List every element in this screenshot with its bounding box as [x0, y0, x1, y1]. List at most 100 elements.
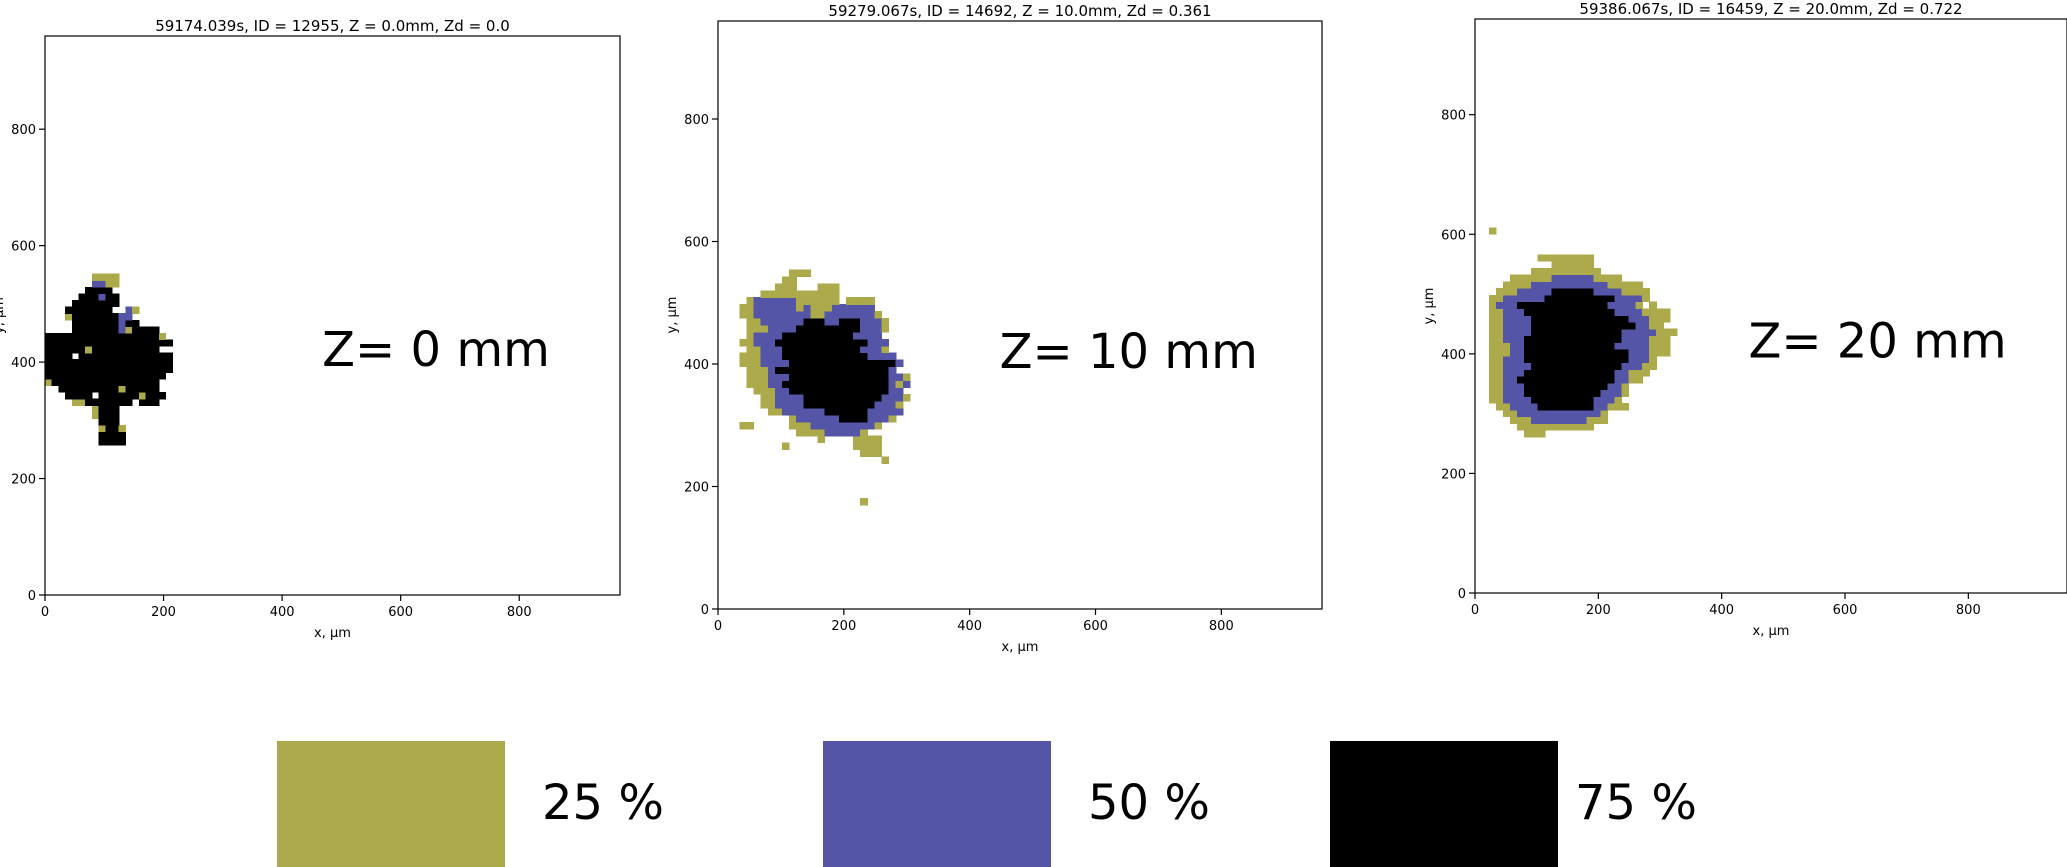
heatmap-cell: [1635, 294, 1643, 303]
heatmap-cell: [774, 407, 783, 416]
heatmap-cell: [105, 385, 113, 393]
heatmap-cell: [1530, 396, 1539, 404]
heatmap-cell: [1642, 328, 1650, 337]
heatmap-cell: [789, 318, 797, 326]
heatmap-cell: [78, 365, 86, 373]
heatmap-cell: [1593, 301, 1602, 309]
heatmap-cell: [105, 313, 113, 321]
heatmap-cell: [867, 338, 876, 347]
heatmap-cell: [739, 352, 748, 361]
y-axis-label: y, µm: [665, 297, 680, 334]
heatmap-cell: [774, 380, 783, 388]
heatmap-cell: [1523, 369, 1532, 377]
heatmap-cell: [824, 290, 833, 298]
heatmap-cell: [98, 398, 106, 406]
heatmap-cell: [1635, 281, 1643, 289]
heatmap-cell: [1572, 301, 1581, 309]
heatmap-cell: [831, 407, 840, 416]
heatmap-cell: [874, 442, 883, 451]
heatmap-cell: [1488, 382, 1497, 391]
heatmap-cell: [824, 421, 833, 430]
heatmap-cell: [1565, 308, 1574, 316]
heatmap-cell: [1635, 328, 1643, 337]
heatmap-cell: [118, 326, 126, 334]
legend-label-50: 50 %: [1088, 775, 1210, 831]
heatmap-cell: [746, 373, 755, 381]
heatmap-cell: [789, 387, 797, 395]
heatmap-cell: [1495, 335, 1504, 343]
y-tick-label: 200: [11, 473, 36, 488]
heatmap-cell: [1544, 389, 1553, 397]
heatmap-cell: [867, 297, 876, 305]
heatmap-cell: [1516, 321, 1525, 330]
heatmap-cell: [1607, 281, 1615, 289]
heatmap-cell: [1509, 348, 1518, 357]
heatmap-cell: [111, 385, 120, 393]
heatmap-cell: [1642, 321, 1650, 330]
heatmap-cell: [1530, 348, 1539, 357]
heatmap-cell: [767, 366, 776, 374]
heatmap-cell: [105, 431, 113, 439]
heatmap-cell: [1635, 342, 1643, 350]
heatmap-cell: [1509, 335, 1518, 343]
heatmap-cell: [1572, 254, 1581, 262]
heatmap-cell: [803, 421, 812, 430]
chart-title: 59174.039s, ID = 12955, Z = 0.0mm, Zd = …: [155, 17, 510, 35]
y-axis-label: y, µm: [0, 297, 7, 334]
heatmap-cell: [111, 378, 120, 387]
heatmap-cell: [803, 394, 812, 402]
heatmap-cell: [132, 332, 140, 341]
heatmap-cell: [1607, 355, 1615, 364]
heatmap-cell: [1523, 382, 1532, 391]
heatmap-cell: [1523, 348, 1532, 357]
heatmap-cell: [152, 352, 160, 360]
heatmap-cell: [810, 387, 819, 395]
heatmap-cell: [1530, 274, 1539, 282]
heatmap-cell: [51, 359, 59, 367]
heatmap-cell: [888, 373, 897, 381]
heatmap-cell: [152, 365, 160, 373]
heatmap-cell: [817, 283, 826, 291]
heatmap-cell: [817, 331, 826, 340]
y-tick-label: 0: [28, 589, 36, 604]
heatmap-cell: [845, 297, 854, 305]
heatmap-cell: [1537, 288, 1546, 296]
heatmap-cell: [1572, 294, 1581, 303]
heatmap-cell: [1544, 355, 1553, 364]
heatmap-cell: [831, 414, 840, 423]
heatmap-cell: [781, 352, 790, 361]
heatmap-cell: [1495, 301, 1504, 309]
heatmap-cell: [789, 401, 797, 409]
heatmap-cell: [1565, 348, 1574, 357]
heatmap-cell: [810, 421, 819, 430]
heatmap-cell: [1649, 362, 1657, 370]
heatmap-cell: [853, 428, 861, 437]
heatmap-cell: [796, 290, 804, 298]
heatmap-cell: [867, 414, 876, 423]
heatmap-cell: [881, 366, 890, 374]
heatmap-cell: [781, 276, 790, 284]
heatmap-cell: [78, 398, 86, 406]
heatmap-cell: [1572, 281, 1581, 289]
heatmap-cell: [1523, 396, 1532, 404]
heatmap-cell: [853, 387, 861, 395]
heatmap-cell: [91, 411, 100, 420]
heatmap-cell: [78, 332, 86, 341]
heatmap-cell: [1523, 294, 1532, 303]
heatmap-cell: [1488, 294, 1497, 303]
heatmap-cell: [838, 352, 847, 361]
heatmap-cell: [831, 297, 840, 305]
heatmap-cell: [774, 311, 783, 319]
heatmap-cell: [1593, 382, 1602, 391]
heatmap-cell: [1565, 274, 1574, 282]
heatmap-cell: [1544, 294, 1553, 303]
heatmap-cell: [1537, 375, 1546, 384]
heatmap-cell: [1551, 294, 1560, 303]
heatmap-cell: [860, 324, 868, 333]
heatmap-cell: [158, 359, 167, 367]
heatmap-cell: [1600, 294, 1608, 303]
heatmap-cell: [796, 421, 804, 430]
heatmap-cell: [1530, 369, 1539, 377]
chart-title: 59386.067s, ID = 16459, Z = 20.0mm, Zd =…: [1579, 0, 1962, 18]
heatmap-cell: [1516, 342, 1525, 350]
